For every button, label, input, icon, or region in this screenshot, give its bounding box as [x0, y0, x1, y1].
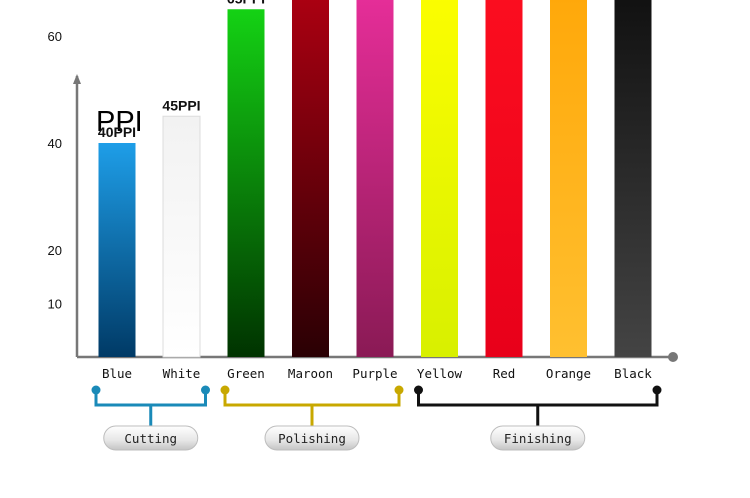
category-label-red: Red: [493, 366, 516, 381]
group-pill: [103, 425, 199, 451]
category-label-black: Black: [614, 366, 652, 381]
y-axis-arrow: [73, 74, 81, 84]
process-groups: Cutting Polishing Finishing: [91, 385, 662, 451]
category-label-green: Green: [227, 366, 265, 381]
category-label-purple: Purple: [352, 366, 397, 381]
bar-green: [227, 9, 265, 357]
group-bracket: [94, 390, 207, 426]
chart-title: PPI: [96, 106, 143, 138]
category-labels: Blue White Green Maroon Purple Yellow Red Orang…: [102, 366, 652, 381]
data-label-green: 65PPI: [227, 0, 265, 6]
y-tick-label: 60: [48, 29, 62, 44]
bar-white: [162, 115, 201, 358]
y-tick-label: 10: [48, 297, 62, 312]
data-labels: 40PPI45PPI65PPI70PPI75PPI75PPI80PPI85PPI…: [98, 0, 265, 140]
bracket-end-dot: [652, 385, 662, 395]
group-label: Polishing: [278, 431, 346, 446]
y-tick-labels: 1020406080100: [48, 29, 62, 312]
category-label-maroon: Maroon: [288, 366, 333, 381]
bar-orange: [550, 0, 587, 357]
group-label: Cutting: [124, 431, 177, 446]
bar-yellow: [421, 0, 458, 357]
bracket-end-dot: [220, 385, 230, 395]
group-finishing: Finishing: [414, 385, 662, 451]
category-label-white: White: [163, 366, 201, 381]
group-pill: [490, 425, 586, 451]
x-axis-end-dot: [668, 352, 678, 362]
bracket-end-dot: [394, 385, 404, 395]
group-cutting: Cutting: [91, 385, 210, 451]
data-label-white: 45PPI: [162, 97, 200, 113]
bars: [98, 0, 652, 358]
group-bracket: [417, 390, 659, 426]
y-tick-label: 20: [48, 243, 62, 258]
bar-maroon: [292, 0, 329, 357]
y-tick-label: 40: [48, 136, 62, 151]
data-label-blue: 40PPI: [98, 124, 136, 140]
category-label-yellow: Yellow: [417, 366, 463, 381]
bracket-end-dot: [414, 385, 423, 395]
bar-blue: [98, 143, 136, 357]
bar-purple: [356, 0, 394, 357]
group-label: Finishing: [504, 431, 572, 446]
group-pill: [264, 425, 360, 451]
category-label-orange: Orange: [546, 366, 591, 381]
bar-black: [614, 0, 652, 357]
group-bracket: [223, 390, 401, 426]
group-polishing: Polishing: [220, 385, 404, 451]
bracket-end-dot: [201, 385, 210, 395]
bracket-end-dot: [91, 385, 101, 395]
category-label-blue: Blue: [102, 366, 132, 381]
bar-red: [485, 0, 523, 357]
